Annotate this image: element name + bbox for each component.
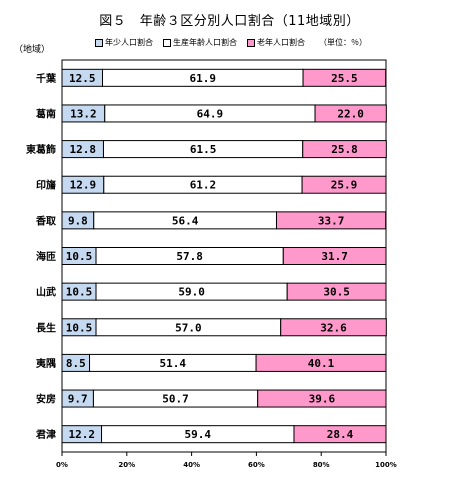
- legend-label-working: 生産年齢人口割合: [173, 38, 237, 47]
- data-label-elderly: 28.4: [327, 428, 354, 441]
- x-tick-label: 60%: [248, 461, 265, 469]
- category-label: 君津: [36, 428, 56, 441]
- x-tick-label: 80%: [313, 461, 330, 469]
- bar-elderly: [314, 104, 387, 123]
- x-tick-label: 20%: [118, 461, 135, 469]
- data-label-elderly: 31.7: [321, 250, 348, 263]
- data-label-young: 10.5: [66, 286, 93, 299]
- data-label-young: 13.2: [70, 107, 97, 120]
- legend-swatch-working: [163, 38, 171, 47]
- bar-elderly: [280, 318, 387, 337]
- bar-elderly: [282, 247, 387, 265]
- data-label-working: 50.7: [162, 393, 189, 406]
- category-label: 海匝: [36, 250, 56, 263]
- category-label: 安房: [36, 393, 56, 406]
- data-label-working: 61.9: [190, 72, 217, 85]
- category-label: 山武: [36, 286, 56, 299]
- data-label-young: 12.2: [69, 428, 96, 441]
- data-label-young: 9.7: [68, 393, 88, 406]
- data-label-working: 56.4: [172, 214, 199, 227]
- category-label: 夷隅: [36, 357, 56, 370]
- legend-swatch-young: [95, 38, 103, 47]
- data-label-elderly: 39.6: [309, 393, 336, 406]
- data-label-working: 59.0: [178, 286, 205, 299]
- bar-elderly: [286, 282, 387, 301]
- legend-item-young: 年少人口割合: [95, 37, 153, 48]
- legend-swatch-elderly: [247, 38, 255, 47]
- bar-elderly: [302, 68, 387, 87]
- legend-label-young: 年少人口割合: [105, 38, 153, 47]
- data-label-working: 57.8: [176, 250, 203, 263]
- category-label: 長生: [36, 321, 56, 334]
- data-label-elderly: 40.1: [308, 357, 335, 370]
- data-label-young: 12.8: [69, 143, 96, 156]
- bar-elderly: [301, 175, 387, 194]
- data-label-working: 51.4: [160, 357, 187, 370]
- legend-item-working: 生産年齢人口割合: [163, 37, 237, 48]
- bar-elderly: [257, 389, 387, 408]
- data-label-elderly: 30.5: [323, 286, 350, 299]
- category-label: 千葉: [36, 72, 57, 85]
- x-tick-label: 40%: [183, 461, 200, 469]
- data-label-young: 12.5: [69, 72, 96, 85]
- bar-elderly: [275, 211, 387, 230]
- data-label-working: 61.5: [190, 143, 217, 156]
- data-label-young: 8.5: [66, 357, 86, 370]
- data-label-young: 10.5: [66, 250, 93, 263]
- x-tick-label: 100%: [375, 461, 397, 469]
- legend-label-elderly: 老年人口割合: [257, 38, 305, 47]
- data-label-working: 64.9: [197, 107, 224, 120]
- data-label-elderly: 22.0: [337, 107, 364, 120]
- category-axis-label: （地域）: [14, 45, 51, 55]
- legend-item-elderly: 老年人口割合: [247, 37, 305, 48]
- data-label-elderly: 25.9: [331, 179, 358, 192]
- data-label-young: 12.9: [70, 179, 97, 192]
- data-label-elderly: 25.8: [331, 143, 358, 156]
- category-label: 香取: [36, 214, 57, 227]
- data-label-elderly: 25.5: [331, 72, 358, 85]
- data-label-working: 57.0: [175, 321, 202, 334]
- bar-elderly: [293, 425, 387, 444]
- data-label-working: 59.4: [185, 428, 212, 441]
- data-label-elderly: 33.7: [318, 214, 345, 227]
- chart-title: 図５ 年齢３区分別人口割合（11地域別）: [99, 14, 360, 29]
- category-label: 東葛飾: [26, 143, 56, 156]
- category-label: 印旛: [36, 179, 56, 192]
- bar-elderly: [255, 353, 387, 372]
- data-label-working: 61.2: [190, 179, 217, 192]
- data-label-elderly: 32.6: [320, 321, 347, 334]
- legend: 年少人口割合 生産年齢人口割合 老年人口割合 （単位：％）: [95, 37, 367, 48]
- x-tick-label: 0%: [56, 461, 68, 469]
- unit-note: （単位：％）: [319, 38, 367, 47]
- bar-elderly: [302, 140, 387, 159]
- data-label-young: 10.5: [66, 321, 93, 334]
- data-label-young: 9.8: [68, 214, 88, 227]
- category-label: 葛南: [35, 107, 56, 120]
